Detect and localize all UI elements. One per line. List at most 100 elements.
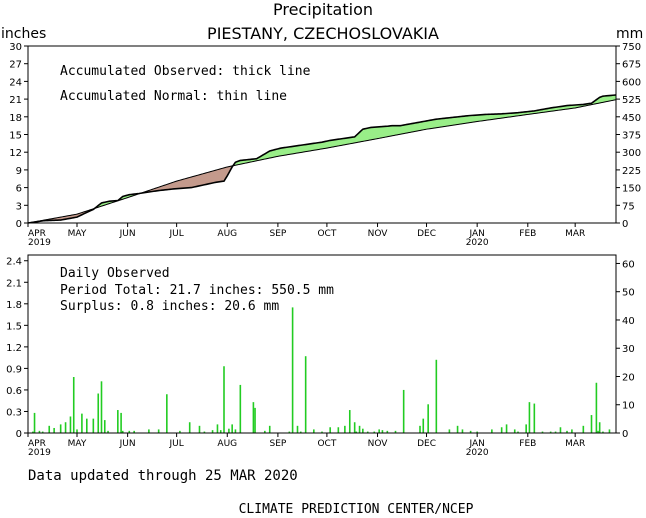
month-label-sep: SEP: [269, 439, 286, 449]
daily-bar: [239, 384, 242, 433]
daily-bar: [313, 429, 315, 433]
month-label-nov: NOV: [368, 439, 389, 449]
month-label-apr: APR: [28, 229, 46, 239]
daily-bar: [541, 431, 544, 433]
daily-bar: [117, 410, 119, 433]
daily-bar: [427, 404, 429, 433]
y-tick-label-left: 27: [9, 60, 22, 71]
y-tick-label-right: 750: [622, 42, 641, 53]
daily-bar: [203, 431, 206, 433]
month-label-feb: FEB: [519, 439, 536, 449]
month-label-may: MAY: [68, 229, 87, 239]
daily-bar: [491, 429, 493, 433]
daily-bar: [448, 429, 451, 433]
month-label-mar: MAR: [565, 229, 585, 239]
daily-bar: [344, 425, 346, 433]
year-label: 2019: [28, 238, 51, 248]
daily-bar: [296, 425, 299, 433]
month-label-aug: AUG: [217, 229, 237, 239]
daily-bar: [148, 429, 150, 433]
month-label-mar: MAR: [565, 439, 585, 449]
daily-bar: [353, 422, 356, 433]
daily-bar: [32, 431, 34, 433]
daily-bar: [554, 431, 557, 433]
data-updated-note: Data updated through 25 MAR 2020: [28, 468, 298, 484]
daily-bar: [505, 424, 508, 433]
daily-bar: [528, 402, 531, 433]
daily-bar: [590, 415, 593, 433]
station-name: PIESTANY, CZECHOSLOVAKIA: [207, 24, 439, 43]
daily-bar: [422, 418, 425, 433]
daily-bar: [435, 359, 438, 433]
y-tick-label-right: 225: [622, 166, 641, 177]
month-label-oct: OCT: [317, 229, 336, 239]
y-tick-label-left: 1.8: [6, 300, 22, 311]
y-tick-label-left: 12: [9, 148, 22, 159]
daily-bar: [231, 424, 233, 433]
daily-bar: [291, 307, 294, 433]
y-tick-label-left: 15: [9, 131, 22, 142]
daily-bar: [100, 381, 103, 433]
daily-bar: [198, 425, 201, 433]
daily-bar: [121, 430, 124, 433]
surplus-label: Surplus: 0.8 inches: 20.6 mm: [60, 299, 279, 314]
month-label-apr: APR: [28, 439, 46, 449]
accumulated-lines: [27, 94, 617, 224]
daily-bar: [211, 430, 214, 433]
y-tick-label-right: 30: [622, 344, 635, 355]
daily-bar: [500, 427, 503, 433]
daily-bar: [337, 427, 340, 433]
daily-bar: [268, 425, 271, 433]
daily-bar: [81, 413, 83, 433]
month-label-may: MAY: [68, 439, 87, 449]
month-label-dec: DEC: [417, 439, 436, 449]
y-tick-label-left: 24: [9, 77, 22, 88]
y-tick-label-left: 1.2: [6, 343, 22, 354]
daily-bar: [179, 430, 181, 433]
y-tick-label-right: 525: [622, 95, 641, 106]
daily-bar: [234, 429, 237, 433]
month-label-jul: JUL: [169, 439, 184, 449]
agency-credit: CLIMATE PREDICTION CENTER/NCEP: [239, 502, 474, 517]
y-tick-label-right: 300: [622, 148, 641, 159]
deficit-area: [138, 165, 233, 195]
period-total-label: Period Total: 21.7 inches: 550.5 mm: [60, 283, 334, 298]
daily-bar: [566, 430, 568, 433]
daily-bar: [402, 389, 405, 433]
daily-bar: [264, 430, 266, 433]
y-tick-label-right: 150: [622, 184, 641, 195]
daily-bar: [299, 431, 302, 433]
month-label-jun: JUN: [119, 439, 136, 449]
y-tick-label-left: 30: [9, 42, 22, 53]
month-label-jul: JUL: [169, 229, 184, 239]
y-tick-label-right: 20: [622, 372, 635, 383]
daily-bar: [381, 430, 384, 433]
daily-bar: [582, 425, 585, 433]
daily-bar: [456, 425, 459, 433]
daily-bar: [533, 403, 536, 433]
daily-bar: [188, 422, 191, 433]
daily-bar: [476, 431, 478, 433]
y-tick-label-right: 50: [622, 288, 635, 299]
accumulated-axes: 0369121518212427300751502253003754505256…: [9, 42, 641, 248]
y-tick-label-left: 0.6: [6, 386, 22, 397]
daily-bar: [219, 430, 222, 433]
y-tick-label-right: 675: [622, 60, 641, 71]
daily-bar: [608, 429, 611, 433]
daily-bar: [358, 425, 361, 433]
daily-bar: [33, 412, 36, 433]
daily-bar: [386, 430, 389, 433]
month-label-oct: OCT: [317, 439, 336, 449]
daily-bar: [373, 431, 376, 433]
daily-bar: [120, 412, 122, 433]
y-tick-label-right: 60: [622, 259, 635, 270]
y-tick-label-right: 0: [622, 429, 628, 440]
month-label-jan: JAN: [468, 439, 484, 449]
month-label-aug: AUG: [217, 439, 237, 449]
month-label-jun: JUN: [119, 229, 136, 239]
daily-bars: [32, 307, 611, 433]
daily-bar: [97, 393, 100, 433]
y-tick-label-right: 0: [622, 219, 628, 230]
y-tick-label-left: 1.5: [6, 321, 22, 332]
